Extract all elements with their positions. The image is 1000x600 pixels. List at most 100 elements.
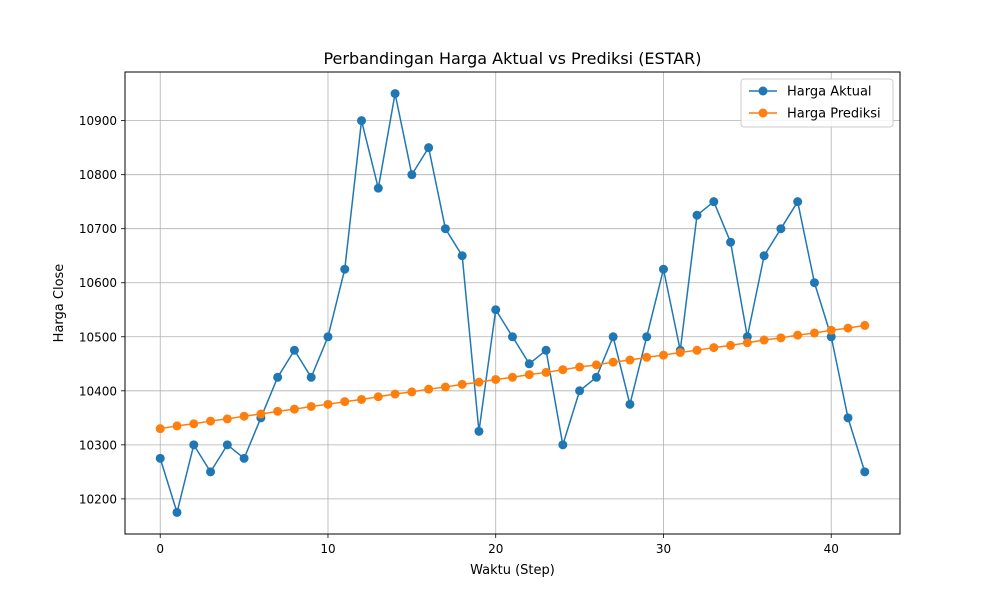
data-point-aktual (457, 251, 467, 261)
series-layer (155, 89, 870, 517)
data-point-aktual (155, 453, 165, 463)
data-point-prediksi (776, 333, 786, 343)
data-point-aktual (508, 332, 517, 342)
data-point-prediksi (273, 406, 283, 416)
data-point-prediksi (289, 404, 299, 414)
data-point-aktual (558, 440, 568, 450)
data-point-prediksi (323, 399, 333, 409)
data-point-prediksi (742, 338, 752, 348)
data-point-prediksi (407, 387, 417, 397)
data-point-prediksi (155, 424, 165, 434)
data-point-aktual (575, 386, 585, 396)
data-point-aktual (340, 264, 350, 274)
data-point-prediksi (306, 401, 316, 411)
data-point-aktual (357, 116, 367, 126)
data-point-prediksi (222, 414, 232, 424)
y-tick-label: 10400 (79, 384, 117, 398)
grid (125, 72, 900, 534)
legend-label-prediksi: Harga Prediksi (787, 107, 881, 122)
data-point-prediksi (206, 416, 216, 426)
data-point-prediksi (474, 377, 484, 387)
data-point-prediksi (625, 355, 635, 365)
data-point-prediksi (608, 357, 618, 367)
data-point-aktual (239, 453, 249, 463)
data-point-prediksi (440, 382, 450, 392)
data-point-prediksi (759, 335, 769, 345)
data-point-aktual (692, 210, 702, 220)
data-point-aktual (172, 507, 182, 517)
data-point-aktual (306, 372, 316, 382)
y-tick-label: 10900 (79, 114, 117, 128)
data-point-prediksi (860, 320, 870, 330)
legend-box (740, 78, 894, 128)
data-point-prediksi (340, 397, 350, 407)
y-tick-label: 10200 (79, 492, 117, 506)
x-tick-label: 10 (320, 542, 335, 556)
data-point-aktual (323, 332, 333, 342)
data-point-aktual (642, 332, 652, 342)
data-point-prediksi (457, 379, 467, 389)
x-tick-label: 30 (656, 542, 671, 556)
data-point-aktual (491, 305, 501, 315)
legend-marker-prediksi (758, 108, 768, 118)
data-point-aktual (793, 197, 803, 207)
data-point-prediksi (809, 328, 819, 338)
data-point-aktual (608, 332, 618, 342)
data-point-prediksi (558, 365, 568, 375)
y-tick-label: 10300 (79, 438, 117, 452)
data-point-prediksi (373, 392, 383, 402)
data-point-prediksi (793, 330, 803, 340)
data-point-aktual (273, 372, 283, 382)
data-point-prediksi (508, 372, 517, 382)
data-point-prediksi (726, 340, 736, 350)
data-point-prediksi (591, 360, 601, 370)
data-point-aktual (809, 278, 819, 288)
y-tick-label: 10600 (79, 276, 117, 290)
data-point-prediksi (239, 411, 249, 421)
data-point-aktual (591, 372, 601, 382)
data-point-aktual (541, 345, 551, 355)
ticks: 0 10 20 30 40 10200 10300 10400 10500 10600 10700 1… (79, 114, 839, 556)
data-point-aktual (390, 89, 400, 99)
data-point-prediksi (709, 343, 719, 353)
data-point-prediksi (524, 370, 534, 380)
data-point-prediksi (256, 409, 266, 419)
data-point-prediksi (675, 347, 685, 357)
data-point-prediksi (541, 367, 551, 377)
data-point-prediksi (189, 419, 199, 429)
data-point-aktual (776, 224, 786, 234)
data-point-aktual (843, 413, 853, 423)
data-point-prediksi (172, 421, 182, 431)
data-point-prediksi (826, 325, 836, 335)
legend-marker-aktual (758, 86, 768, 96)
data-point-prediksi (642, 352, 652, 362)
data-point-aktual (625, 399, 635, 409)
legend-label-aktual: Harga Aktual (787, 85, 872, 100)
data-point-prediksi (658, 350, 668, 360)
y-tick-label: 10500 (79, 330, 117, 344)
x-tick-label: 20 (488, 542, 503, 556)
y-axis-label: Harga Close (52, 264, 67, 343)
legend: Harga Aktual Harga Prediksi (740, 78, 894, 128)
x-tick-label: 0 (156, 542, 164, 556)
data-point-prediksi (843, 323, 853, 333)
data-point-aktual (373, 183, 383, 193)
data-point-prediksi (357, 394, 367, 404)
data-point-aktual (726, 237, 736, 247)
data-point-aktual (222, 440, 232, 450)
data-point-prediksi (390, 389, 400, 399)
data-point-aktual (206, 467, 216, 477)
data-point-aktual (474, 426, 484, 436)
y-tick-label: 10800 (79, 168, 117, 182)
data-point-prediksi (491, 374, 501, 384)
data-point-aktual (440, 224, 450, 234)
data-point-prediksi (575, 362, 585, 372)
plot-frame (124, 71, 901, 535)
data-point-aktual (826, 332, 836, 342)
data-point-prediksi (424, 384, 434, 394)
data-point-aktual (759, 251, 769, 261)
y-tick-label: 10700 (79, 222, 117, 236)
data-point-aktual (709, 197, 719, 207)
data-point-aktual (407, 170, 417, 180)
